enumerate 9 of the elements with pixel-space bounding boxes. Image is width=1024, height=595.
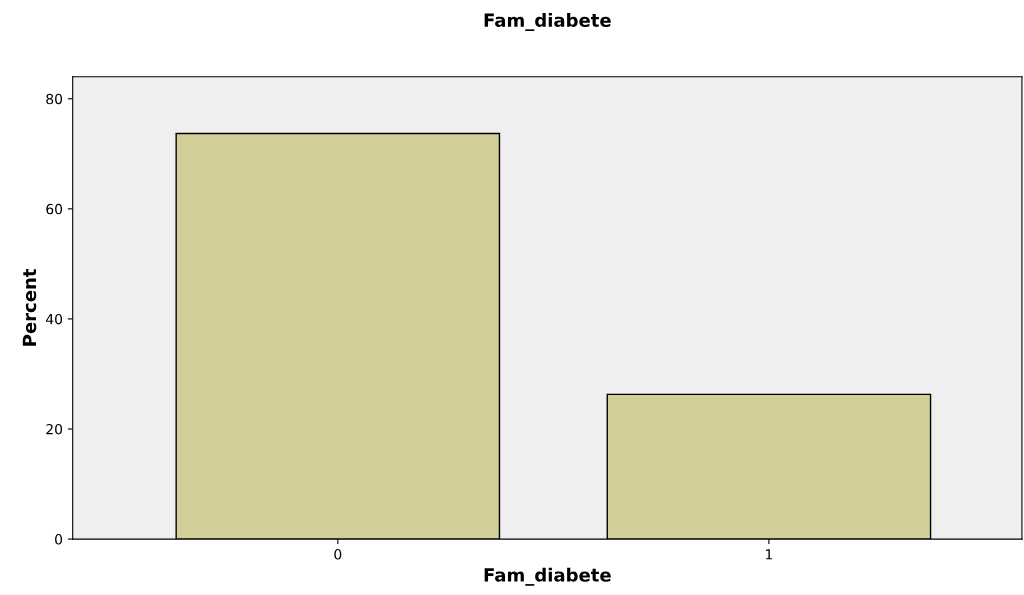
x-axis-title: Fam_diabete	[484, 567, 611, 586]
x-tick-label: 1	[766, 549, 773, 560]
y-tick-label: 20	[46, 423, 63, 435]
y-axis-title: Percent	[22, 268, 37, 346]
chart-title: Fam_diabete	[484, 13, 611, 32]
y-tick-label: 0	[55, 534, 63, 545]
y-tick-label: 60	[46, 203, 63, 215]
y-tick-label: 80	[46, 93, 63, 105]
y-tick-label: 40	[45, 313, 63, 325]
